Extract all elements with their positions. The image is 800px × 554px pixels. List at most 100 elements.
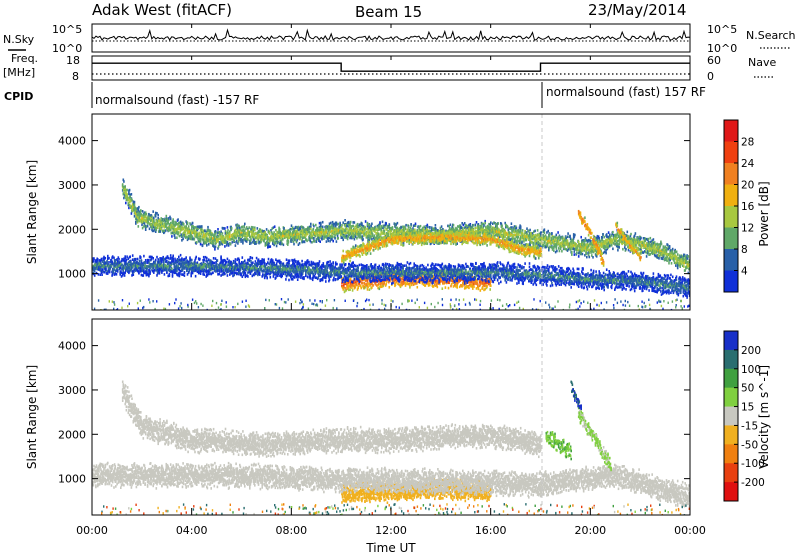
range-cell — [569, 237, 572, 241]
range-cell — [368, 240, 371, 244]
range-cell — [665, 252, 668, 256]
range-cell — [532, 241, 534, 245]
range-cell — [194, 226, 197, 229]
range-cell — [267, 235, 269, 239]
range-cell — [353, 236, 355, 239]
range-cell — [168, 218, 170, 222]
range-cell — [488, 228, 491, 232]
range-cell — [343, 261, 345, 265]
range-cell — [310, 222, 312, 226]
range-cell — [512, 235, 515, 239]
range-cell — [596, 240, 599, 243]
range-cell — [327, 234, 330, 237]
range-cell — [629, 234, 632, 238]
range-cell — [257, 237, 259, 240]
range-cell — [141, 215, 143, 218]
range-cell — [585, 243, 587, 246]
range-cell — [531, 232, 534, 235]
range-cell — [171, 223, 173, 227]
range-cell — [275, 244, 278, 248]
range-cell — [156, 221, 159, 225]
range-cell — [154, 224, 156, 227]
range-cell — [268, 241, 270, 245]
range-cell — [558, 235, 561, 239]
range-cell — [240, 233, 243, 236]
range-cell — [458, 225, 461, 229]
range-cell — [313, 240, 316, 243]
range-cell — [451, 225, 453, 229]
range-cell — [213, 245, 216, 248]
range-cell — [240, 231, 243, 235]
range-cell — [585, 252, 587, 255]
range-cell — [577, 255, 580, 258]
range-cell — [538, 241, 540, 245]
range-cell — [214, 233, 216, 237]
range-cell — [149, 214, 151, 217]
range-cell — [188, 230, 191, 233]
range-cell — [539, 242, 541, 246]
range-cell — [358, 245, 360, 249]
range-cell — [137, 225, 140, 228]
range-cell — [386, 235, 389, 239]
range-cell — [538, 235, 541, 239]
range-cell — [377, 226, 379, 229]
range-cell — [412, 242, 414, 246]
range-cell — [186, 229, 189, 232]
range-cell — [157, 223, 159, 227]
range-cell — [587, 253, 590, 257]
range-cell — [556, 249, 558, 253]
range-cell — [671, 256, 674, 260]
range-cell — [602, 233, 604, 236]
range-cell — [318, 231, 321, 234]
range-cell — [603, 240, 605, 243]
range-cell — [229, 235, 231, 238]
range-cell — [349, 253, 351, 257]
range-cell — [331, 235, 334, 239]
range-cell — [472, 229, 475, 232]
range-cell — [177, 218, 179, 221]
range-cell — [330, 234, 333, 238]
nave-tick-top: 60 — [707, 54, 721, 67]
range-cell — [490, 221, 492, 224]
range-cell — [201, 244, 204, 248]
range-cell — [655, 243, 657, 246]
range-cell — [459, 228, 462, 231]
range-cell — [225, 240, 227, 243]
range-cell — [528, 236, 531, 239]
range-cell — [604, 242, 607, 245]
range-cell — [222, 241, 225, 244]
range-cell — [515, 235, 518, 239]
range-cell — [154, 211, 157, 215]
range-cell — [359, 231, 362, 235]
range-cell — [483, 224, 485, 227]
range-cell — [580, 245, 582, 248]
range-cell — [572, 244, 574, 247]
range-cell — [122, 192, 125, 195]
range-cell — [640, 236, 642, 240]
range-cell — [396, 237, 398, 241]
range-cell — [153, 216, 155, 220]
range-cell — [604, 250, 606, 254]
range-cell — [538, 232, 541, 236]
range-cell — [300, 231, 303, 234]
range-cell — [471, 225, 473, 229]
range-cell — [233, 239, 235, 243]
range-cell — [356, 236, 358, 240]
range-cell — [577, 240, 580, 244]
range-cell — [504, 230, 506, 233]
range-cell — [377, 236, 380, 240]
range-cell — [425, 225, 427, 228]
range-cell — [154, 230, 157, 233]
range-cell — [656, 242, 658, 246]
range-cell — [229, 242, 232, 246]
range-cell — [534, 242, 536, 246]
range-cell — [149, 219, 152, 222]
range-cell — [359, 255, 361, 258]
range-cell — [366, 223, 369, 226]
range-cell — [605, 238, 607, 242]
range-cell — [591, 245, 594, 249]
range-cell — [270, 230, 273, 234]
range-cell — [394, 241, 396, 244]
range-cell — [567, 247, 570, 251]
range-cell — [229, 232, 231, 236]
